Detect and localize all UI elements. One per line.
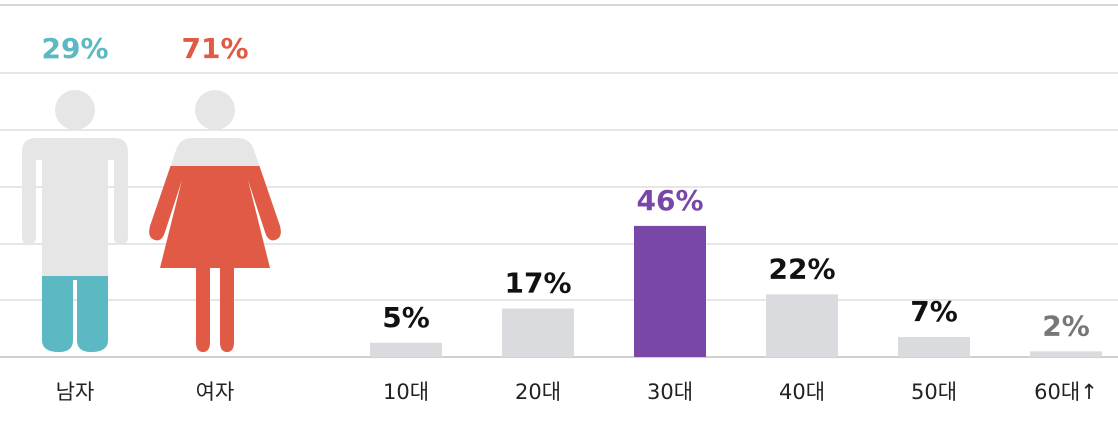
value-label: 29% bbox=[41, 32, 108, 65]
category-label: 10대 bbox=[383, 380, 429, 404]
body bbox=[42, 276, 108, 352]
bar bbox=[766, 294, 838, 357]
bar bbox=[502, 308, 574, 357]
value-label: 7% bbox=[910, 295, 958, 328]
head bbox=[195, 90, 235, 130]
category-label: 20대 bbox=[515, 380, 561, 404]
value-label: 5% bbox=[382, 301, 430, 334]
bar bbox=[898, 337, 970, 357]
value-label: 46% bbox=[636, 184, 703, 217]
icon-fill bbox=[42, 276, 108, 352]
value-label: 22% bbox=[768, 252, 835, 285]
category-label: 남자 bbox=[56, 380, 95, 404]
category-label: 50대 bbox=[911, 380, 957, 404]
value-label: 17% bbox=[504, 267, 571, 300]
bar bbox=[634, 225, 706, 357]
value-label: 71% bbox=[181, 32, 248, 65]
category-label: 60대↑ bbox=[1034, 380, 1098, 404]
bar bbox=[370, 342, 442, 357]
value-label: 2% bbox=[1042, 309, 1090, 342]
head bbox=[55, 90, 95, 130]
category-label: 40대 bbox=[779, 380, 825, 404]
icon-fill bbox=[149, 165, 281, 352]
category-label: 30대 bbox=[647, 380, 693, 404]
bar bbox=[1030, 351, 1102, 357]
category-label: 여자 bbox=[196, 380, 235, 404]
body bbox=[149, 165, 281, 352]
